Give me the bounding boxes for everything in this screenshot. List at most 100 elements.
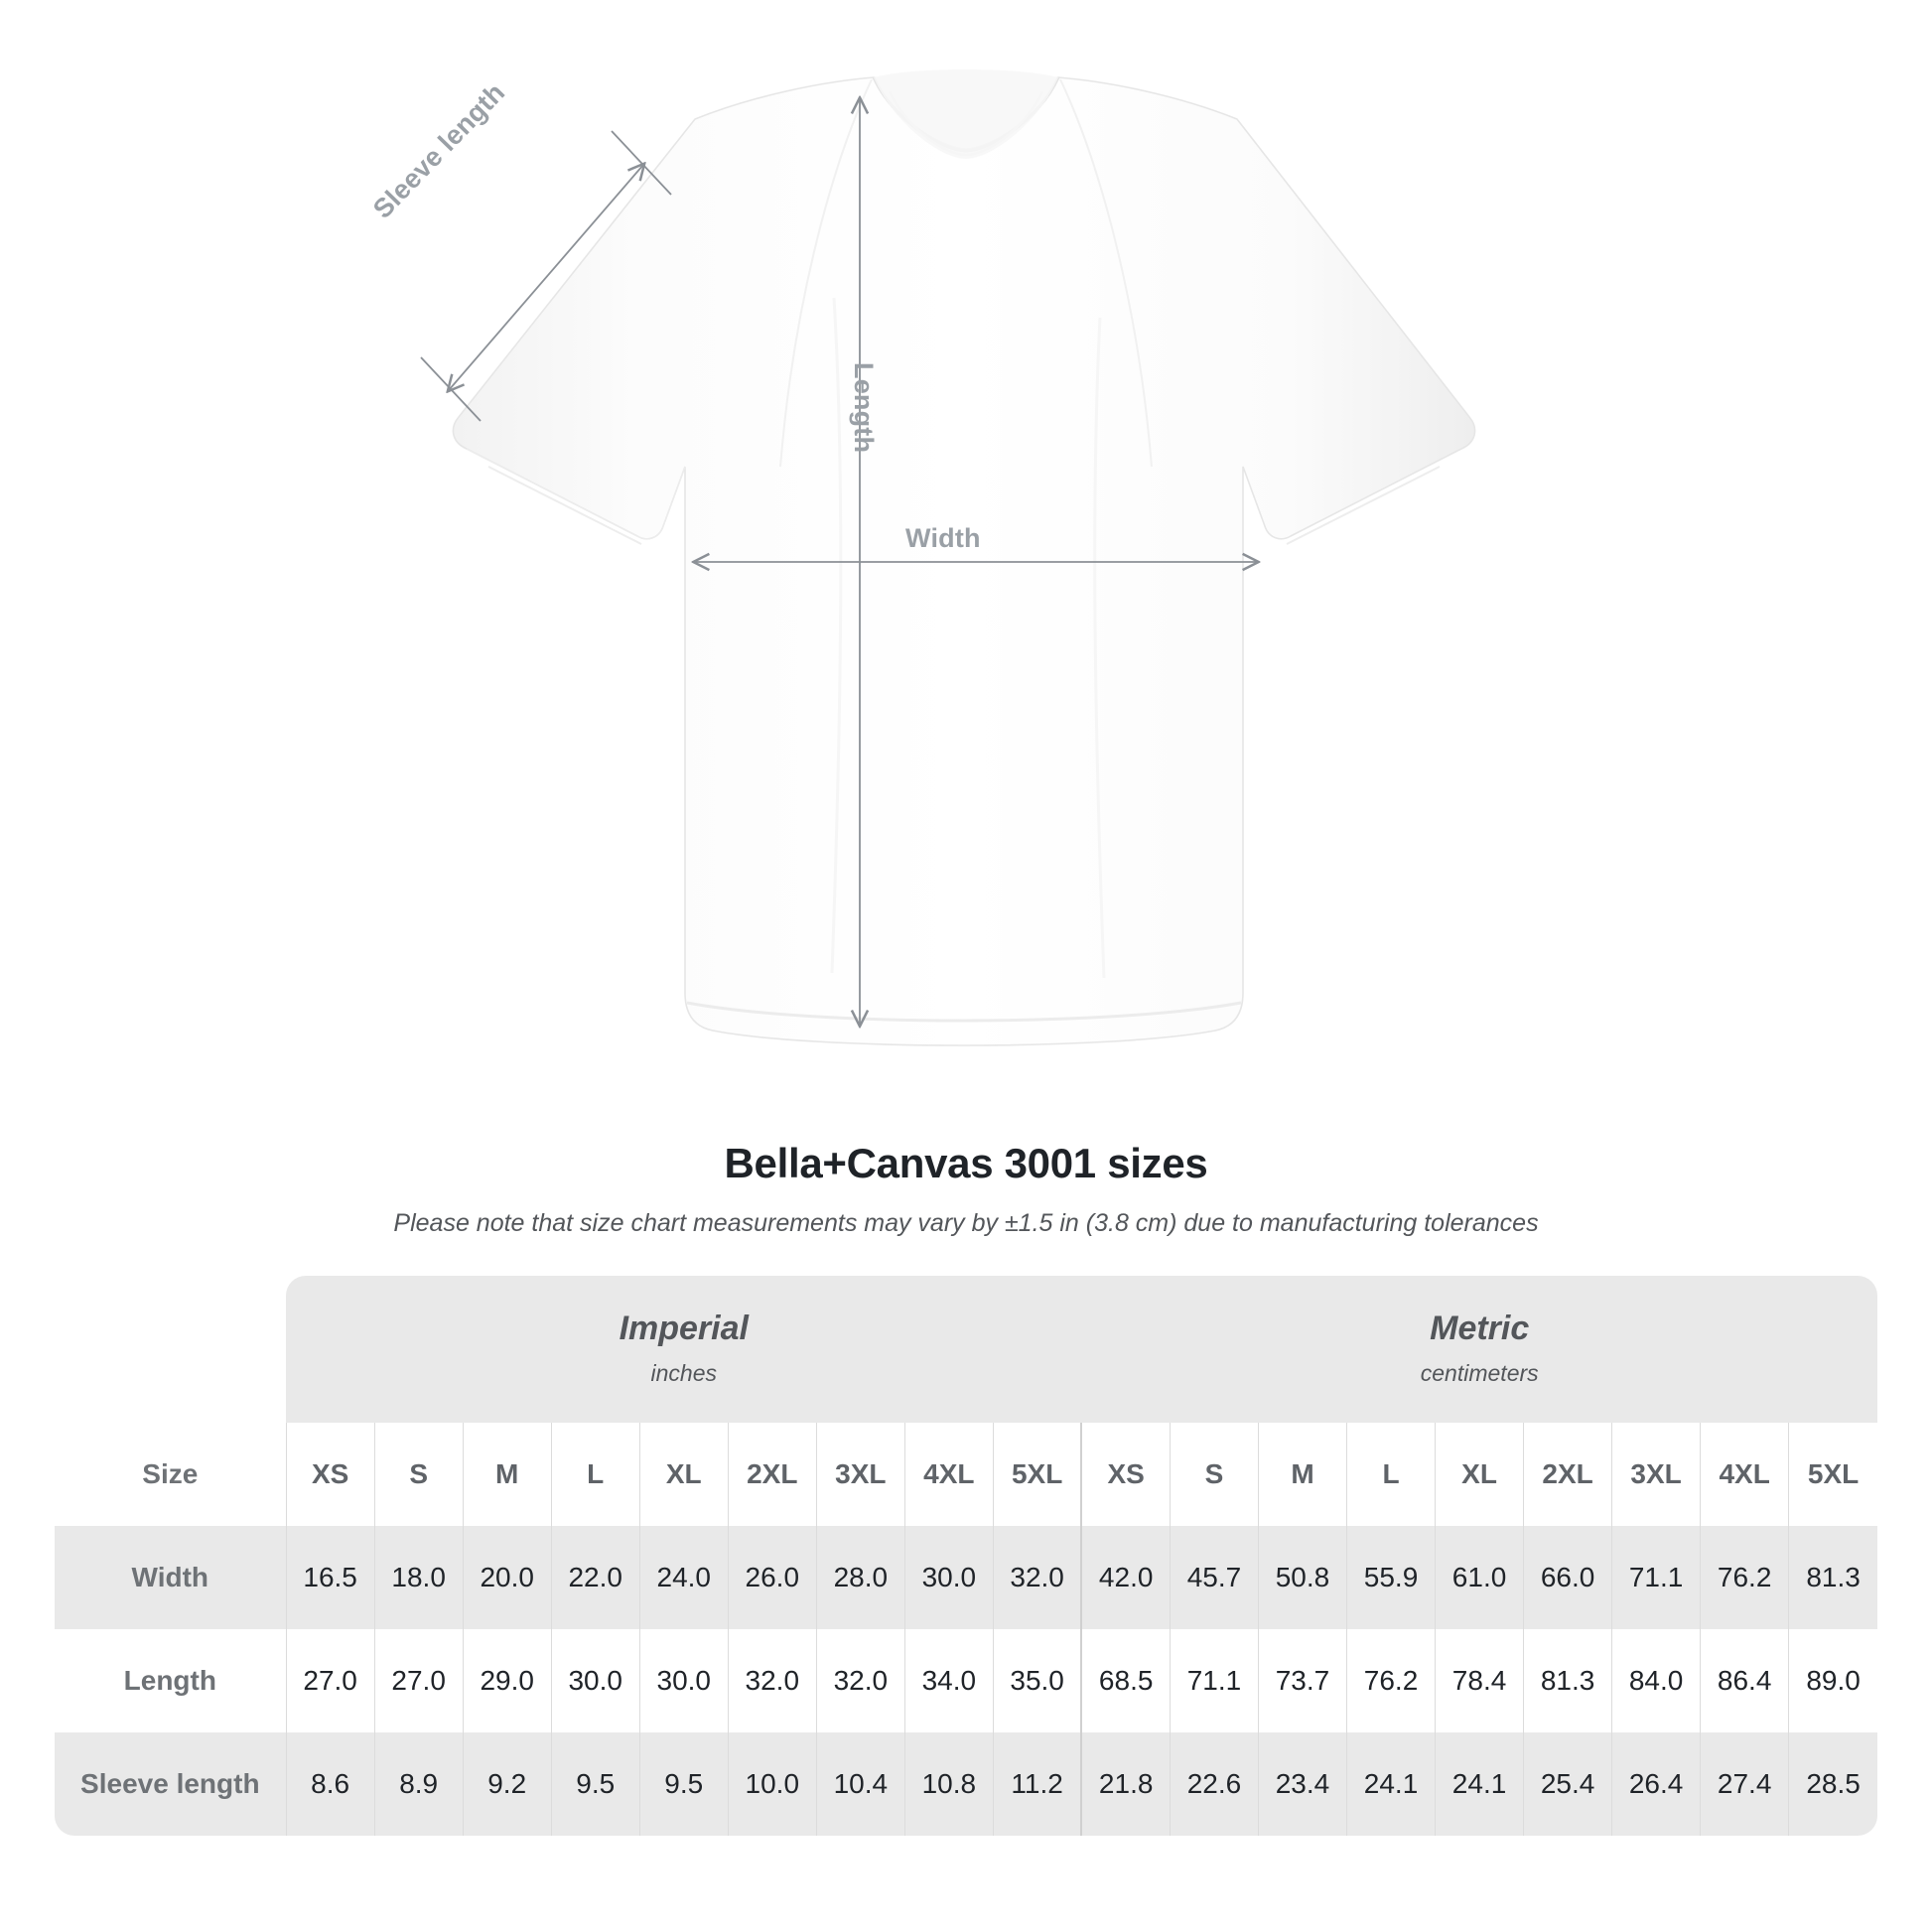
measurement-cell: 10.4	[815, 1732, 905, 1837]
measurement-cell: 55.9	[1345, 1526, 1436, 1630]
system-header-row: Imperial inches Metric centimeters	[55, 1276, 1877, 1424]
size-header-cell: 3XL	[815, 1423, 905, 1527]
size-header-cell: 4XL	[903, 1423, 994, 1527]
measurement-cell: 81.3	[1788, 1526, 1877, 1630]
tshirt-diagram: Sleeve length Length Width	[367, 69, 1476, 1046]
measurement-cell: 27.0	[373, 1629, 464, 1733]
measurement-cell: 8.6	[285, 1732, 375, 1837]
measurement-cell: 8.9	[373, 1732, 464, 1837]
size-column-header: Size	[55, 1423, 287, 1527]
measurement-cell: 61.0	[1435, 1526, 1524, 1630]
measurement-cell: 42.0	[1080, 1526, 1171, 1630]
size-header-cell: M	[462, 1423, 552, 1527]
measurement-cell: 78.4	[1435, 1629, 1524, 1733]
measurement-cell: 22.6	[1169, 1732, 1259, 1837]
measurement-cell: 24.0	[638, 1526, 729, 1630]
measurement-cell: 20.0	[462, 1526, 552, 1630]
measurement-cell: 21.8	[1080, 1732, 1171, 1837]
size-header-cell: S	[373, 1423, 464, 1527]
measurement-cell: 28.5	[1788, 1732, 1877, 1837]
measurement-cell: 10.8	[903, 1732, 994, 1837]
measurement-cell: 23.4	[1257, 1732, 1347, 1837]
size-header-cell: XS	[1080, 1423, 1171, 1527]
measurement-cell: 35.0	[992, 1629, 1082, 1733]
measurement-cell: 11.2	[992, 1732, 1082, 1837]
measurement-cell: 16.5	[285, 1526, 375, 1630]
measurement-cell: 84.0	[1611, 1629, 1701, 1733]
measurement-cell: 9.5	[638, 1732, 729, 1837]
measurement-cell: 34.0	[903, 1629, 994, 1733]
measurement-cell: 18.0	[373, 1526, 464, 1630]
measurement-cell: 81.3	[1523, 1629, 1612, 1733]
row-label: Length	[55, 1629, 287, 1733]
title-block: Bella+Canvas 3001 sizes Please note that…	[0, 1140, 1932, 1238]
measurement-cell: 32.0	[992, 1526, 1082, 1630]
measurement-cell: 32.0	[727, 1629, 817, 1733]
measurement-cell: 10.0	[727, 1732, 817, 1837]
measurement-cell: 86.4	[1700, 1629, 1789, 1733]
measurement-cell: 76.2	[1700, 1526, 1789, 1630]
sleeve-length-arrow	[420, 130, 672, 422]
tshirt-illustration	[420, 69, 1476, 1046]
measurement-cell: 30.0	[903, 1526, 994, 1630]
measurement-cell: 26.0	[727, 1526, 817, 1630]
measurement-cell: 9.2	[462, 1732, 552, 1837]
measurement-cell: 71.1	[1169, 1629, 1259, 1733]
measurement-cell: 28.0	[815, 1526, 905, 1630]
system-name: Metric	[1430, 1310, 1530, 1347]
size-header-cell: L	[550, 1423, 640, 1527]
measurement-cell: 50.8	[1257, 1526, 1347, 1630]
measurement-cell: 27.0	[285, 1629, 375, 1733]
length-label: Length	[849, 362, 879, 454]
system-name: Imperial	[619, 1310, 749, 1347]
system-header-metric: Metric centimeters	[1081, 1276, 1877, 1424]
system-unit: centimeters	[1420, 1360, 1539, 1387]
measurement-cell: 24.1	[1435, 1732, 1524, 1837]
measurement-cell: 30.0	[638, 1629, 729, 1733]
size-header-cell: XL	[638, 1423, 729, 1527]
table-row: Length 27.0 27.0 29.0 30.0 30.0 32.0 32.0 34.0 35…	[55, 1629, 1877, 1733]
measurement-cell: 89.0	[1788, 1629, 1877, 1733]
system-header-imperial: Imperial inches	[286, 1276, 1082, 1424]
size-header-cell: S	[1169, 1423, 1259, 1527]
size-header-row: Size XS S M L XL 2XL 3XL 4XL 5XL XS S M L XL 2XL 3XL 4XL 5…	[55, 1423, 1877, 1527]
measurement-cell: 30.0	[550, 1629, 640, 1733]
measurement-cell: 71.1	[1611, 1526, 1701, 1630]
size-header-cell: 3XL	[1611, 1423, 1701, 1527]
measurement-cell: 32.0	[815, 1629, 905, 1733]
tolerance-note: Please note that size chart measurements…	[393, 1209, 1539, 1237]
tshirt-body-shape	[452, 69, 1476, 1046]
measurement-cell: 27.4	[1700, 1732, 1789, 1837]
measurement-cell: 29.0	[462, 1629, 552, 1733]
size-header-cell: XS	[285, 1423, 375, 1527]
measurement-cell: 73.7	[1257, 1629, 1347, 1733]
size-header-cell: 2XL	[727, 1423, 817, 1527]
size-header-cell: 4XL	[1700, 1423, 1789, 1527]
measurement-cell: 45.7	[1169, 1526, 1259, 1630]
system-unit: inches	[650, 1360, 717, 1387]
size-header-cell: XL	[1435, 1423, 1524, 1527]
size-header-cell: 5XL	[992, 1423, 1082, 1527]
measurement-cell: 68.5	[1080, 1629, 1171, 1733]
measurement-cell: 24.1	[1345, 1732, 1436, 1837]
measurement-cell: 76.2	[1345, 1629, 1436, 1733]
row-label: Sleeve length	[55, 1732, 287, 1837]
measurement-cell: 25.4	[1523, 1732, 1612, 1837]
measurement-cell: 26.4	[1611, 1732, 1701, 1837]
measurement-cell: 22.0	[550, 1526, 640, 1630]
measurement-cell: 9.5	[550, 1732, 640, 1837]
width-label: Width	[905, 523, 981, 553]
system-header-spacer	[55, 1276, 287, 1424]
size-table-wrapper: Imperial inches Metric centimeters Size XS S M L…	[55, 1276, 1877, 1837]
size-header-cell: L	[1345, 1423, 1436, 1527]
size-header-cell: M	[1257, 1423, 1347, 1527]
page-title: Bella+Canvas 3001 sizes	[724, 1140, 1208, 1186]
size-header-cell: 5XL	[1788, 1423, 1877, 1527]
table-row: Width 16.5 18.0 20.0 22.0 24.0 26.0 28.0 30.0 32.…	[55, 1526, 1877, 1630]
size-header-cell: 2XL	[1523, 1423, 1612, 1527]
measurement-cell: 66.0	[1523, 1526, 1612, 1630]
size-table: Imperial inches Metric centimeters Size XS S M L…	[55, 1276, 1877, 1837]
row-label: Width	[55, 1526, 287, 1630]
table-row: Sleeve length 8.6 8.9 9.2 9.5 9.5 10.0 10.4 10.8…	[55, 1732, 1877, 1837]
